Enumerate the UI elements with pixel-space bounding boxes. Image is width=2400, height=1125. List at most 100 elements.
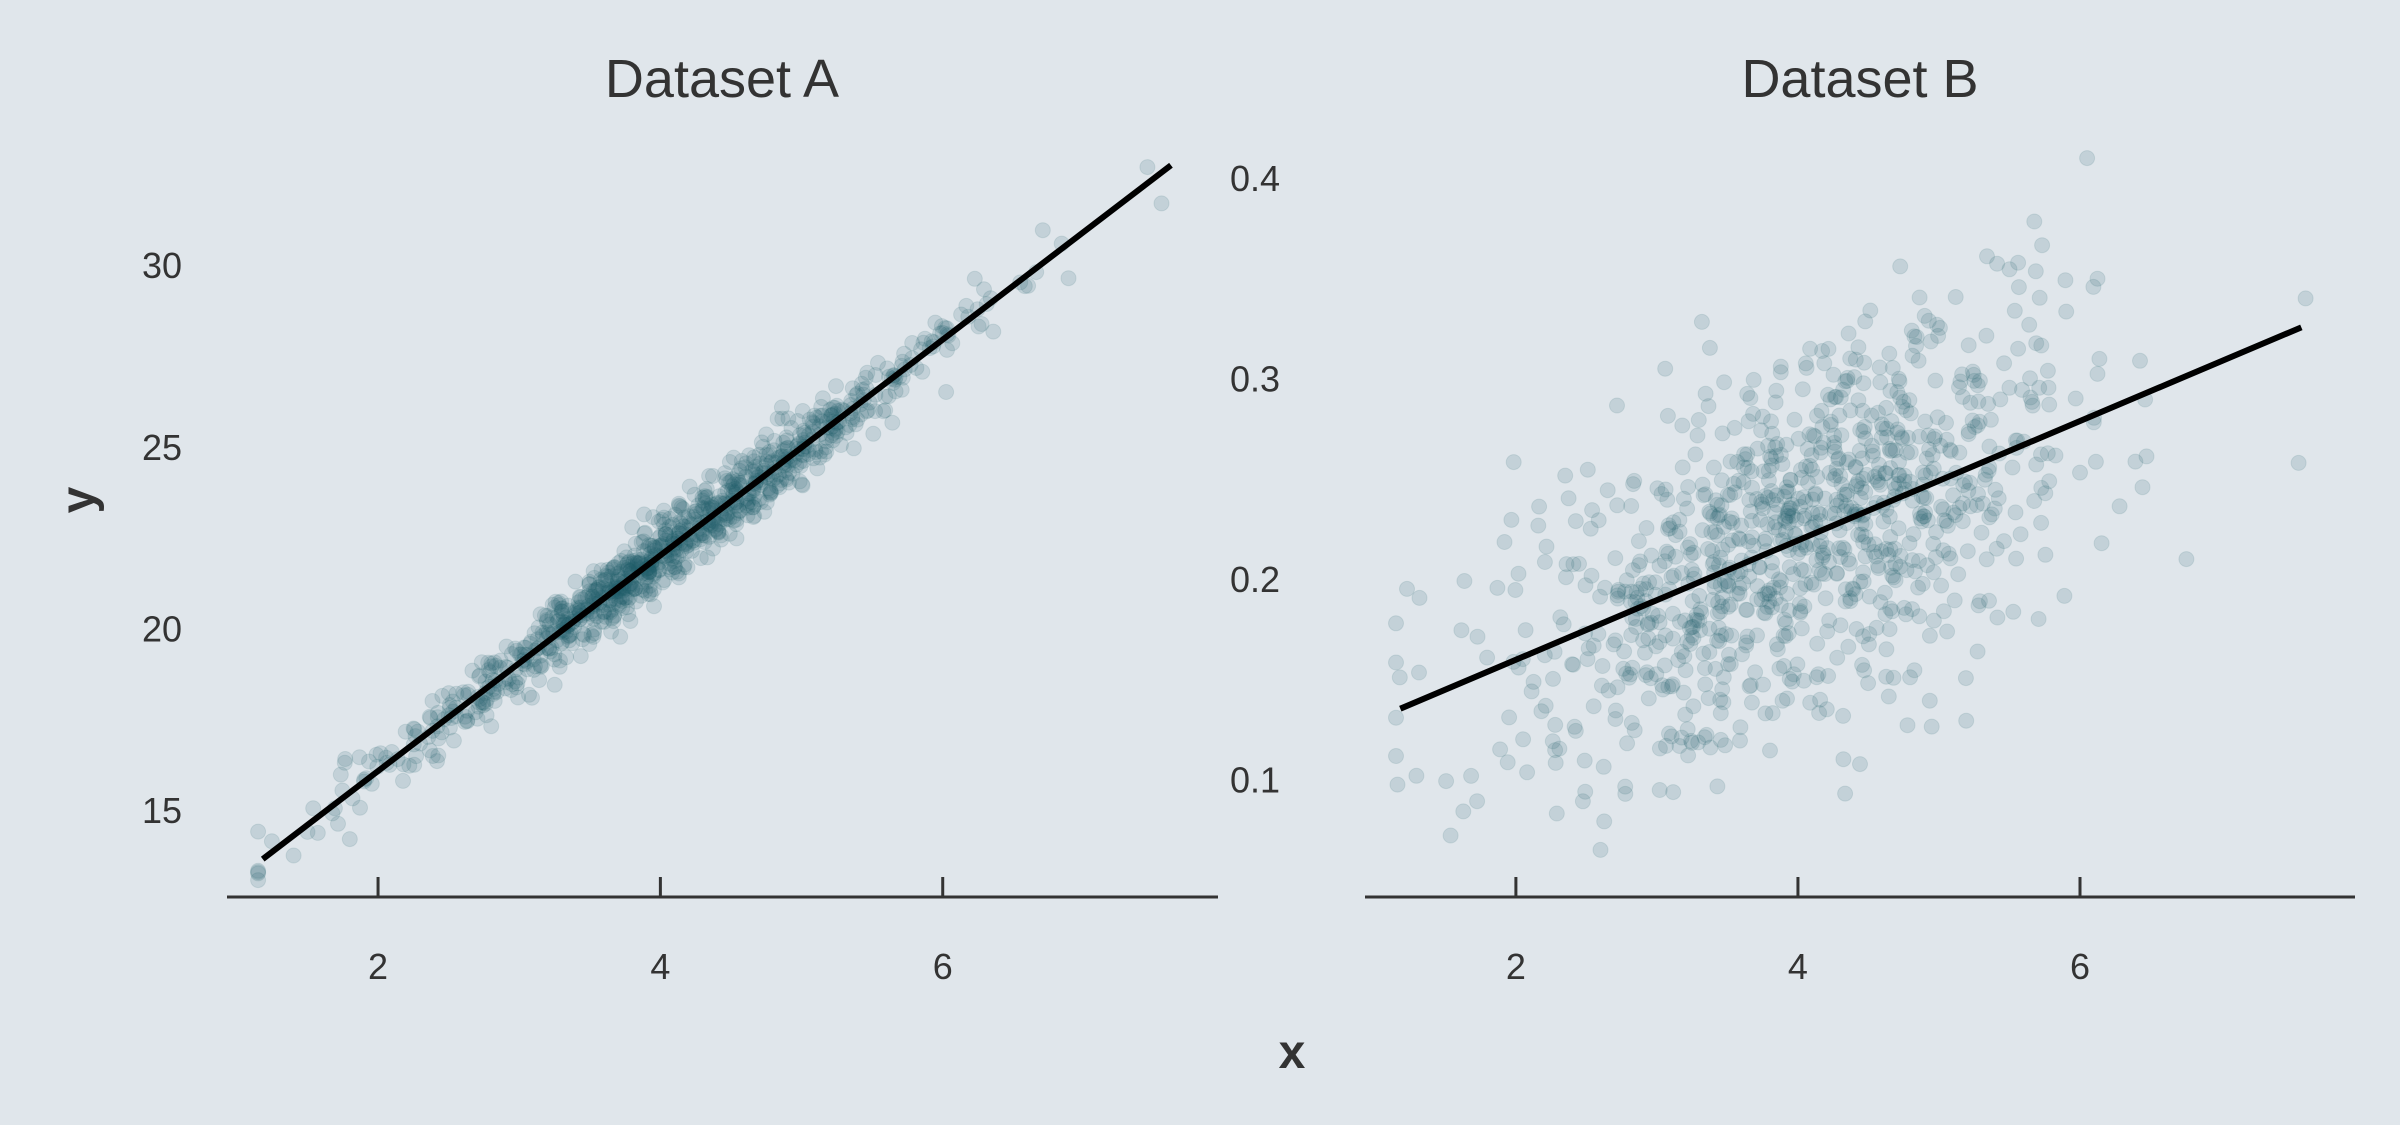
- scatter-point: [2026, 213, 2043, 230]
- scatter-point: [1505, 454, 1522, 471]
- scatter-point: [655, 502, 672, 519]
- scatter-point: [694, 499, 711, 516]
- scatter-point: [768, 478, 785, 495]
- scatter-point: [1855, 573, 1872, 590]
- y-tick-label: 15: [142, 790, 182, 831]
- scatter-point: [1595, 758, 1612, 775]
- scatter-point: [1915, 508, 1932, 525]
- scatter-point: [1792, 561, 1809, 578]
- scatter-point: [521, 686, 537, 703]
- scatter-point: [1792, 580, 1809, 597]
- scatter-point: [614, 593, 630, 609]
- scatter-point: [618, 549, 635, 566]
- scatter-point: [483, 655, 500, 672]
- scatter-point: [1715, 694, 1732, 711]
- scatter-point: [553, 593, 570, 610]
- scatter-point: [2033, 479, 2050, 496]
- scatter-point: [758, 426, 775, 443]
- scatter-point: [1723, 510, 1740, 527]
- scatter-point: [1659, 491, 1676, 508]
- scatter-point: [1501, 709, 1518, 726]
- scatter-point: [1925, 460, 1942, 477]
- scatter-point: [1837, 581, 1854, 598]
- scatter-point: [1760, 437, 1777, 454]
- scatter-point: [1947, 289, 1964, 305]
- scatter-point: [1767, 394, 1784, 411]
- scatter-point: [1764, 563, 1781, 580]
- scatter-point: [1558, 556, 1575, 573]
- y-tick-label: 0.2: [1230, 559, 1280, 600]
- scatter-point: [508, 679, 525, 696]
- scatter-point: [1850, 339, 1867, 356]
- scatter-point: [1802, 340, 1819, 357]
- scatter-point: [610, 555, 627, 571]
- scatter-point: [1755, 463, 1772, 480]
- x-ticks: 2 4 6: [1506, 877, 2090, 987]
- scatter-point: [1980, 395, 1997, 412]
- scatter-point: [646, 565, 663, 582]
- scatter-point: [1733, 517, 1750, 534]
- scatter-point: [755, 438, 772, 455]
- scatter-point: [1857, 313, 1874, 330]
- scatter-point: [1914, 575, 1931, 592]
- scatter-point: [715, 511, 732, 527]
- scatter-point: [1847, 351, 1864, 368]
- scatter-point: [486, 654, 503, 671]
- scatter-point: [1670, 652, 1687, 669]
- scatter-point: [1729, 585, 1746, 602]
- scatter-point: [1862, 302, 1879, 319]
- scatter-point: [1905, 526, 1922, 543]
- scatter-point: [473, 654, 490, 671]
- scatter-point: [893, 381, 910, 398]
- scatter-point: [444, 693, 461, 710]
- scatter-point: [694, 492, 711, 509]
- scatter-point: [664, 564, 681, 581]
- scatter-point: [1615, 660, 1632, 677]
- scatter-point: [1677, 612, 1693, 629]
- scatter-point: [1842, 593, 1859, 610]
- scatter-point: [596, 604, 613, 621]
- scatter-point: [1624, 659, 1641, 676]
- scatter-point: [688, 506, 705, 522]
- scatter-point: [459, 712, 476, 729]
- scatter-point: [583, 627, 600, 644]
- scatter-point: [1739, 446, 1756, 463]
- scatter-point: [1654, 681, 1671, 698]
- scatter-point: [721, 454, 738, 470]
- scatter-point: [619, 556, 635, 573]
- scatter-point: [776, 441, 793, 458]
- regression-line: [260, 162, 1173, 862]
- scatter-point: [1489, 579, 1506, 596]
- scatter-point: [676, 556, 693, 573]
- scatter-point: [405, 720, 422, 737]
- scatter-point: [531, 672, 548, 689]
- scatter-point: [1902, 444, 1919, 461]
- scatter-point: [1806, 576, 1822, 593]
- scatter-point: [809, 460, 826, 477]
- y-tick-label: 0.3: [1230, 359, 1280, 400]
- scatter-point: [1855, 423, 1872, 440]
- scatter-point: [603, 568, 620, 585]
- scatter-point: [532, 658, 549, 675]
- scatter-point: [1871, 456, 1887, 473]
- scatter-point: [600, 564, 617, 581]
- scatter-point: [1964, 412, 1981, 429]
- scatter-point: [1986, 500, 2003, 517]
- scatter-point: [706, 517, 723, 534]
- scatter-point: [421, 708, 438, 725]
- scatter-point: [1139, 159, 1156, 176]
- scatter-point: [637, 582, 654, 599]
- scatter-point: [636, 525, 653, 542]
- scatter-point: [1756, 604, 1772, 621]
- scatter-point: [1828, 565, 1845, 582]
- scatter-point: [1692, 601, 1709, 618]
- scatter-point: [1912, 505, 1928, 522]
- scatter-point: [1664, 676, 1681, 693]
- scatter-point: [844, 380, 861, 397]
- scatter-point: [1992, 391, 2009, 408]
- scatter-point: [1839, 369, 1856, 386]
- scatter-point: [488, 684, 505, 700]
- panel-title: Dataset B: [1741, 49, 1978, 109]
- scatter-point: [775, 434, 792, 451]
- scatter-point: [2132, 352, 2148, 369]
